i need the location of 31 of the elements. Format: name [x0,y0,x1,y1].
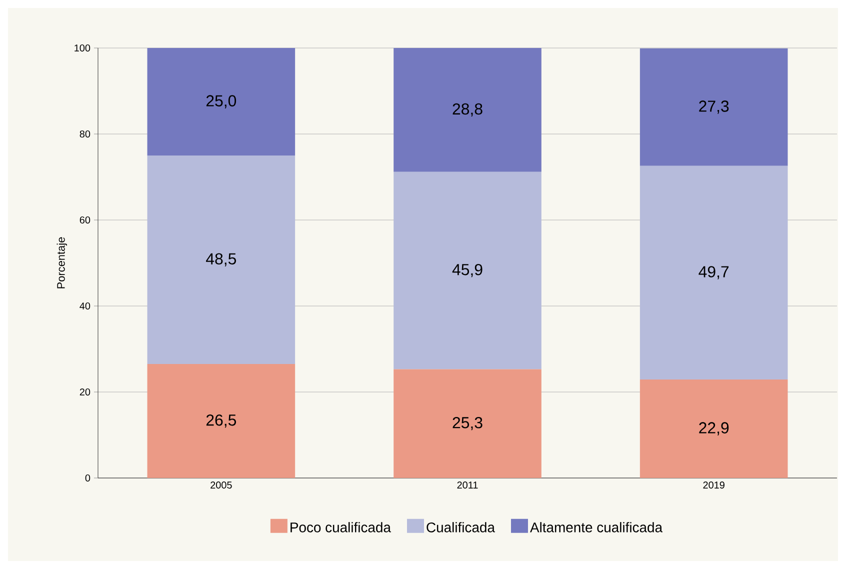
data-label: 25,3 [452,417,482,430]
legend-label: Poco cualificada [290,522,391,532]
data-label: 28,8 [452,103,482,116]
legend-label: Altamente cualificada [530,522,663,532]
y-tick-label: 20 [80,388,90,396]
y-tick-label: 100 [74,44,90,52]
bar [640,380,788,478]
x-tick-label: 2019 [703,482,724,489]
bar [147,364,296,478]
y-tick-label: 0 [85,474,90,482]
data-label: 45,9 [452,264,482,278]
data-label: 25,0 [206,95,236,108]
data-label: 48,5 [206,253,236,266]
data-label: 22,9 [699,422,729,436]
y-tick-label: 60 [80,216,90,224]
bar [640,48,788,166]
bar [147,48,296,156]
x-tick-label: 2005 [210,482,232,489]
data-label: 27,3 [699,100,729,114]
y-axis-title: Porcentaje [56,237,68,288]
bar [394,48,542,172]
data-label: 49,7 [698,266,729,280]
bar [640,166,788,380]
y-tick-label: 80 [80,130,90,138]
bar [394,172,542,370]
x-tick-label: 2011 [457,482,478,489]
legend-label: Cualificada [426,522,495,532]
bar [147,155,296,364]
y-tick-label: 40 [80,302,90,310]
data-label: 26,5 [206,414,236,428]
bar [394,369,542,478]
